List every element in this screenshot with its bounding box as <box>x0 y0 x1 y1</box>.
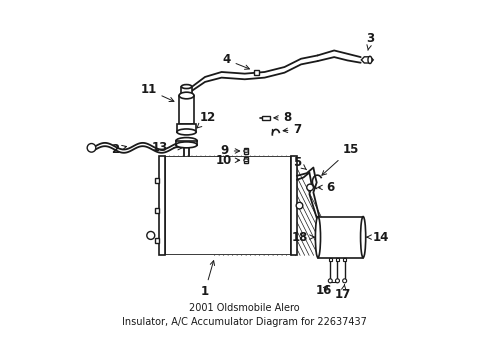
Ellipse shape <box>181 85 191 89</box>
Ellipse shape <box>176 138 197 144</box>
Text: 8: 8 <box>273 111 291 124</box>
Circle shape <box>342 279 346 283</box>
Bar <box>155 238 159 243</box>
Text: 7: 7 <box>283 123 301 136</box>
Circle shape <box>87 144 96 152</box>
Bar <box>317 217 363 258</box>
Text: 9: 9 <box>220 144 239 157</box>
Ellipse shape <box>244 150 248 152</box>
Bar <box>262 116 269 120</box>
Circle shape <box>306 184 313 191</box>
Circle shape <box>327 279 331 283</box>
Text: 16: 16 <box>315 284 331 297</box>
Bar <box>176 141 197 145</box>
Bar <box>335 258 339 261</box>
Text: 12: 12 <box>197 111 216 128</box>
Text: 3: 3 <box>366 32 374 50</box>
Ellipse shape <box>367 56 371 64</box>
Ellipse shape <box>179 92 194 99</box>
Text: 14: 14 <box>366 231 389 244</box>
Ellipse shape <box>177 129 196 135</box>
Circle shape <box>335 279 339 283</box>
Bar <box>290 156 296 255</box>
Polygon shape <box>361 57 372 63</box>
Bar <box>179 95 194 123</box>
Text: 6: 6 <box>317 181 333 194</box>
Text: 13: 13 <box>152 141 182 154</box>
Text: 2001 Oldsmobile Alero
Insulator, A/C Accumulator Diagram for 22637437: 2001 Oldsmobile Alero Insulator, A/C Acc… <box>122 303 366 327</box>
Bar <box>244 157 248 163</box>
Bar <box>244 148 248 154</box>
Text: 17: 17 <box>334 285 350 301</box>
Text: 18: 18 <box>291 231 313 244</box>
Bar <box>164 156 290 255</box>
Ellipse shape <box>360 217 365 258</box>
Bar <box>155 178 159 184</box>
Bar <box>328 258 331 261</box>
Text: 5: 5 <box>293 156 306 170</box>
Bar <box>177 123 196 132</box>
Polygon shape <box>253 70 259 75</box>
Circle shape <box>146 231 154 239</box>
Text: 1: 1 <box>200 261 214 298</box>
Bar <box>155 208 159 213</box>
Bar <box>342 258 346 261</box>
Ellipse shape <box>315 217 320 258</box>
Ellipse shape <box>176 142 197 148</box>
Bar <box>181 86 191 94</box>
Bar <box>159 156 164 255</box>
Text: 10: 10 <box>215 154 239 167</box>
Ellipse shape <box>244 159 248 162</box>
Text: 15: 15 <box>321 143 358 175</box>
Text: 4: 4 <box>222 53 249 69</box>
Text: 2: 2 <box>111 143 126 156</box>
Text: 11: 11 <box>140 83 174 102</box>
Circle shape <box>296 202 302 209</box>
